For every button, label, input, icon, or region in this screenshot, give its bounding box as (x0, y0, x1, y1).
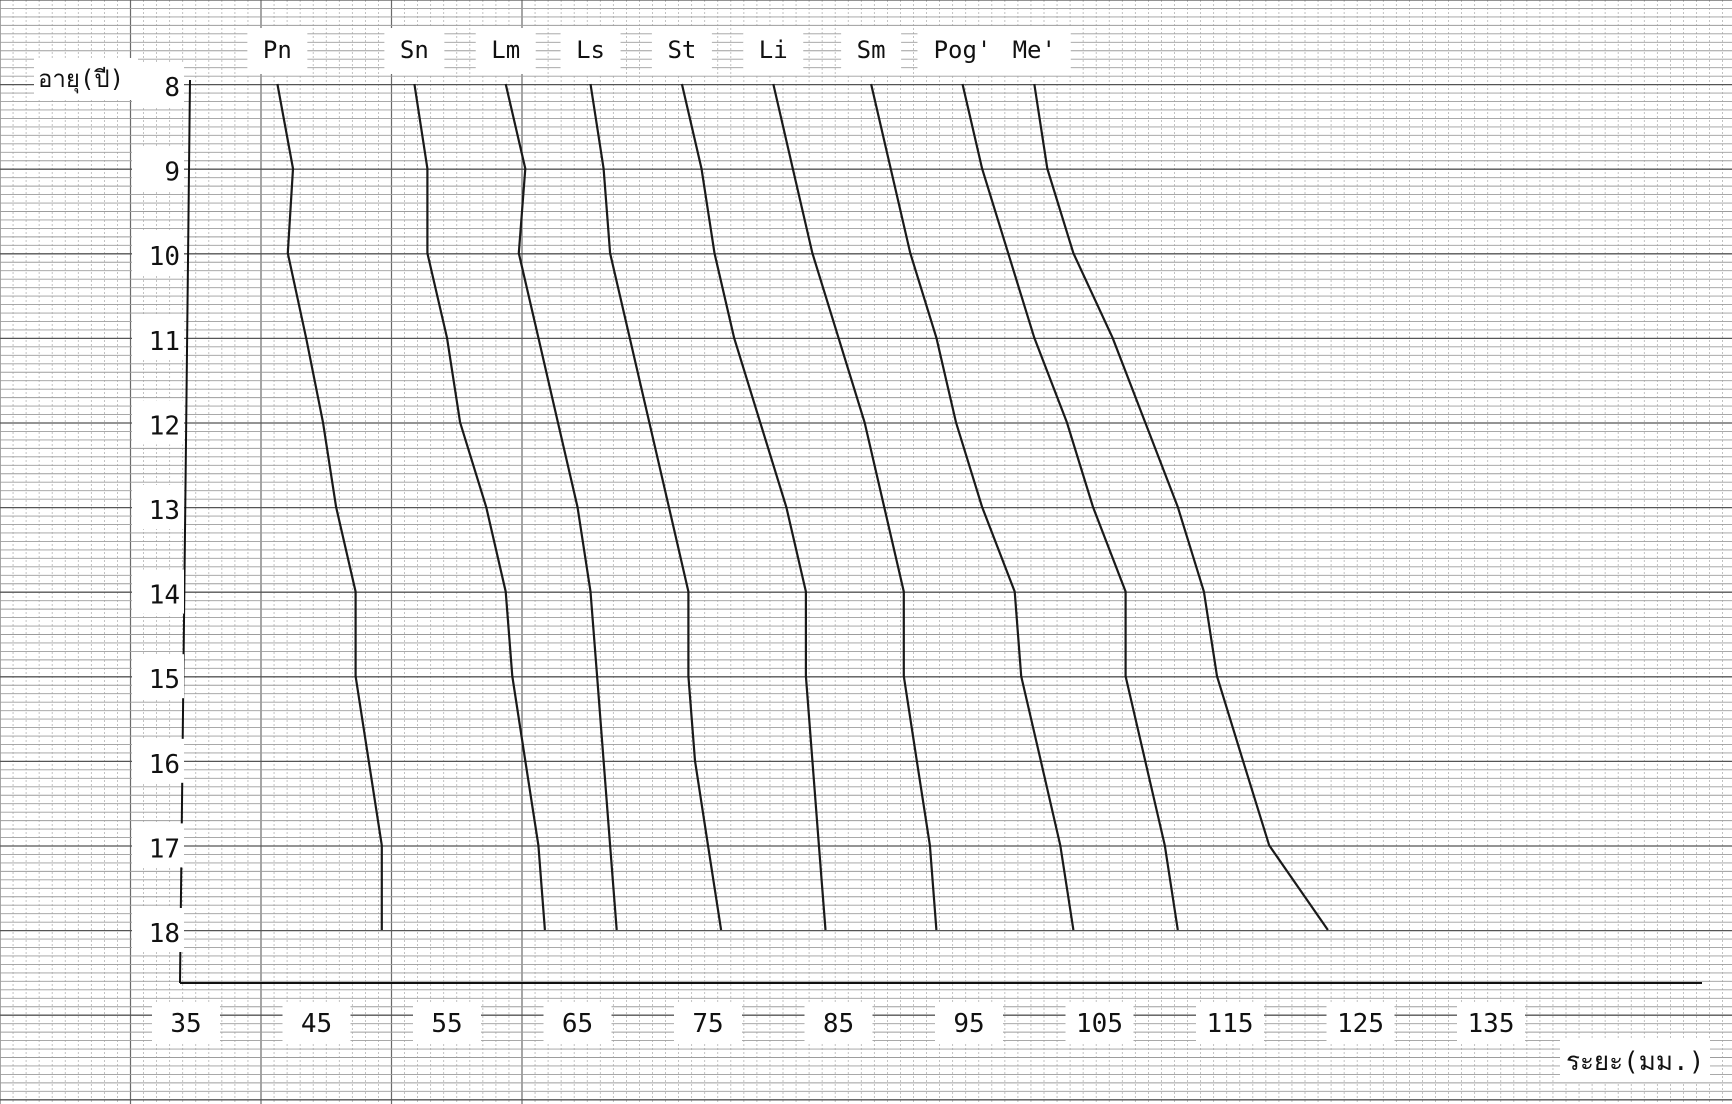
x-tick-label: 55 (413, 1002, 481, 1042)
x-tick-label: 65 (543, 1002, 612, 1042)
x-tick-label: 95 (935, 1002, 1003, 1042)
series-label: Pog' (917, 28, 1008, 74)
y-tick-label: 11 (132, 315, 184, 360)
svg-text:Pog': Pog' (934, 36, 992, 64)
series-labels: Pn Sn Lm Ls St Li Sm Pog' Me' (247, 28, 1071, 74)
series-line (1033, 83, 1329, 931)
series-lines (276, 83, 1329, 931)
y-axis-title: อายุ(ปี) (38, 65, 124, 94)
y-axis-title-box: อายุ(ปี) (34, 58, 138, 100)
svg-text:Lm: Lm (491, 36, 520, 64)
svg-text:Ls: Ls (576, 36, 605, 64)
svg-text:55: 55 (431, 1009, 462, 1039)
y-tick-label: 16 (132, 738, 184, 783)
svg-text:Me': Me' (1013, 36, 1056, 64)
x-tick-labels: 35 45 55 65 75 85 95 105 115 125 135 (152, 1002, 1525, 1042)
x-tick-label: 105 (1065, 1002, 1134, 1042)
y-tick-label: 18 (132, 908, 184, 952)
svg-text:75: 75 (692, 1009, 723, 1039)
y-tick-label: 10 (132, 231, 184, 276)
series-line (680, 83, 827, 931)
svg-text:9: 9 (164, 158, 180, 188)
svg-text:45: 45 (301, 1009, 332, 1039)
x-axis-title-box: ระยะ(มม.) (1560, 1040, 1710, 1082)
svg-text:95: 95 (953, 1009, 984, 1039)
series-line (772, 83, 938, 931)
svg-text:12: 12 (149, 411, 180, 441)
svg-text:10: 10 (149, 242, 180, 272)
svg-text:16: 16 (149, 750, 180, 780)
series-line (870, 83, 1075, 931)
series-label: Ls (560, 28, 621, 74)
svg-text:14: 14 (149, 581, 180, 611)
svg-text:8: 8 (164, 73, 180, 103)
series-line (413, 83, 546, 931)
x-tick-label: 135 (1457, 1002, 1525, 1042)
svg-text:Sn: Sn (400, 36, 429, 64)
series-label: Sm (841, 28, 902, 74)
svg-text:115: 115 (1207, 1009, 1254, 1039)
x-tick-label: 75 (674, 1002, 742, 1042)
series-label: St (651, 28, 712, 74)
series-line (961, 83, 1179, 931)
x-tick-label: 125 (1326, 1002, 1395, 1042)
svg-text:105: 105 (1076, 1009, 1123, 1039)
series-label: Sn (384, 28, 445, 74)
x-tick-label: 35 (152, 1002, 220, 1042)
series-label: Li (743, 28, 804, 74)
series-line (504, 83, 618, 931)
y-tick-label: 8 (132, 62, 184, 106)
series-label: Lm (475, 28, 536, 74)
series-line (276, 83, 383, 930)
svg-text:Li: Li (759, 36, 788, 64)
svg-text:Sm: Sm (857, 36, 886, 64)
x-tick-label: 115 (1196, 1002, 1264, 1042)
x-tick-label: 85 (804, 1002, 873, 1042)
svg-text:15: 15 (149, 665, 180, 695)
y-tick-label: 15 (132, 654, 184, 699)
svg-text:65: 65 (562, 1009, 593, 1039)
y-tick-label: 13 (132, 485, 184, 529)
svg-text:13: 13 (149, 496, 180, 526)
plot-frame (179, 79, 1702, 984)
y-tick-label: 14 (132, 569, 184, 614)
series-line (589, 83, 723, 931)
x-axis-title: ระยะ(มม.) (1566, 1047, 1704, 1077)
y-tick-label: 17 (132, 823, 184, 868)
series-label: Pn (247, 28, 308, 74)
y-tick-label: 12 (132, 400, 184, 445)
svg-text:St: St (667, 36, 696, 64)
y-tick-label: 9 (132, 146, 184, 191)
svg-text:85: 85 (823, 1009, 854, 1039)
svg-text:35: 35 (170, 1009, 201, 1039)
svg-text:125: 125 (1337, 1009, 1384, 1039)
y-tick-labels: 8 9 10 11 12 13 14 15 16 17 18 (132, 62, 184, 952)
series-label: Me' (997, 28, 1071, 74)
svg-text:Pn: Pn (263, 36, 292, 64)
svg-text:17: 17 (149, 834, 180, 864)
svg-text:11: 11 (149, 327, 180, 357)
svg-text:135: 135 (1468, 1009, 1515, 1039)
x-tick-label: 45 (282, 1002, 351, 1042)
svg-text:18: 18 (149, 919, 180, 949)
